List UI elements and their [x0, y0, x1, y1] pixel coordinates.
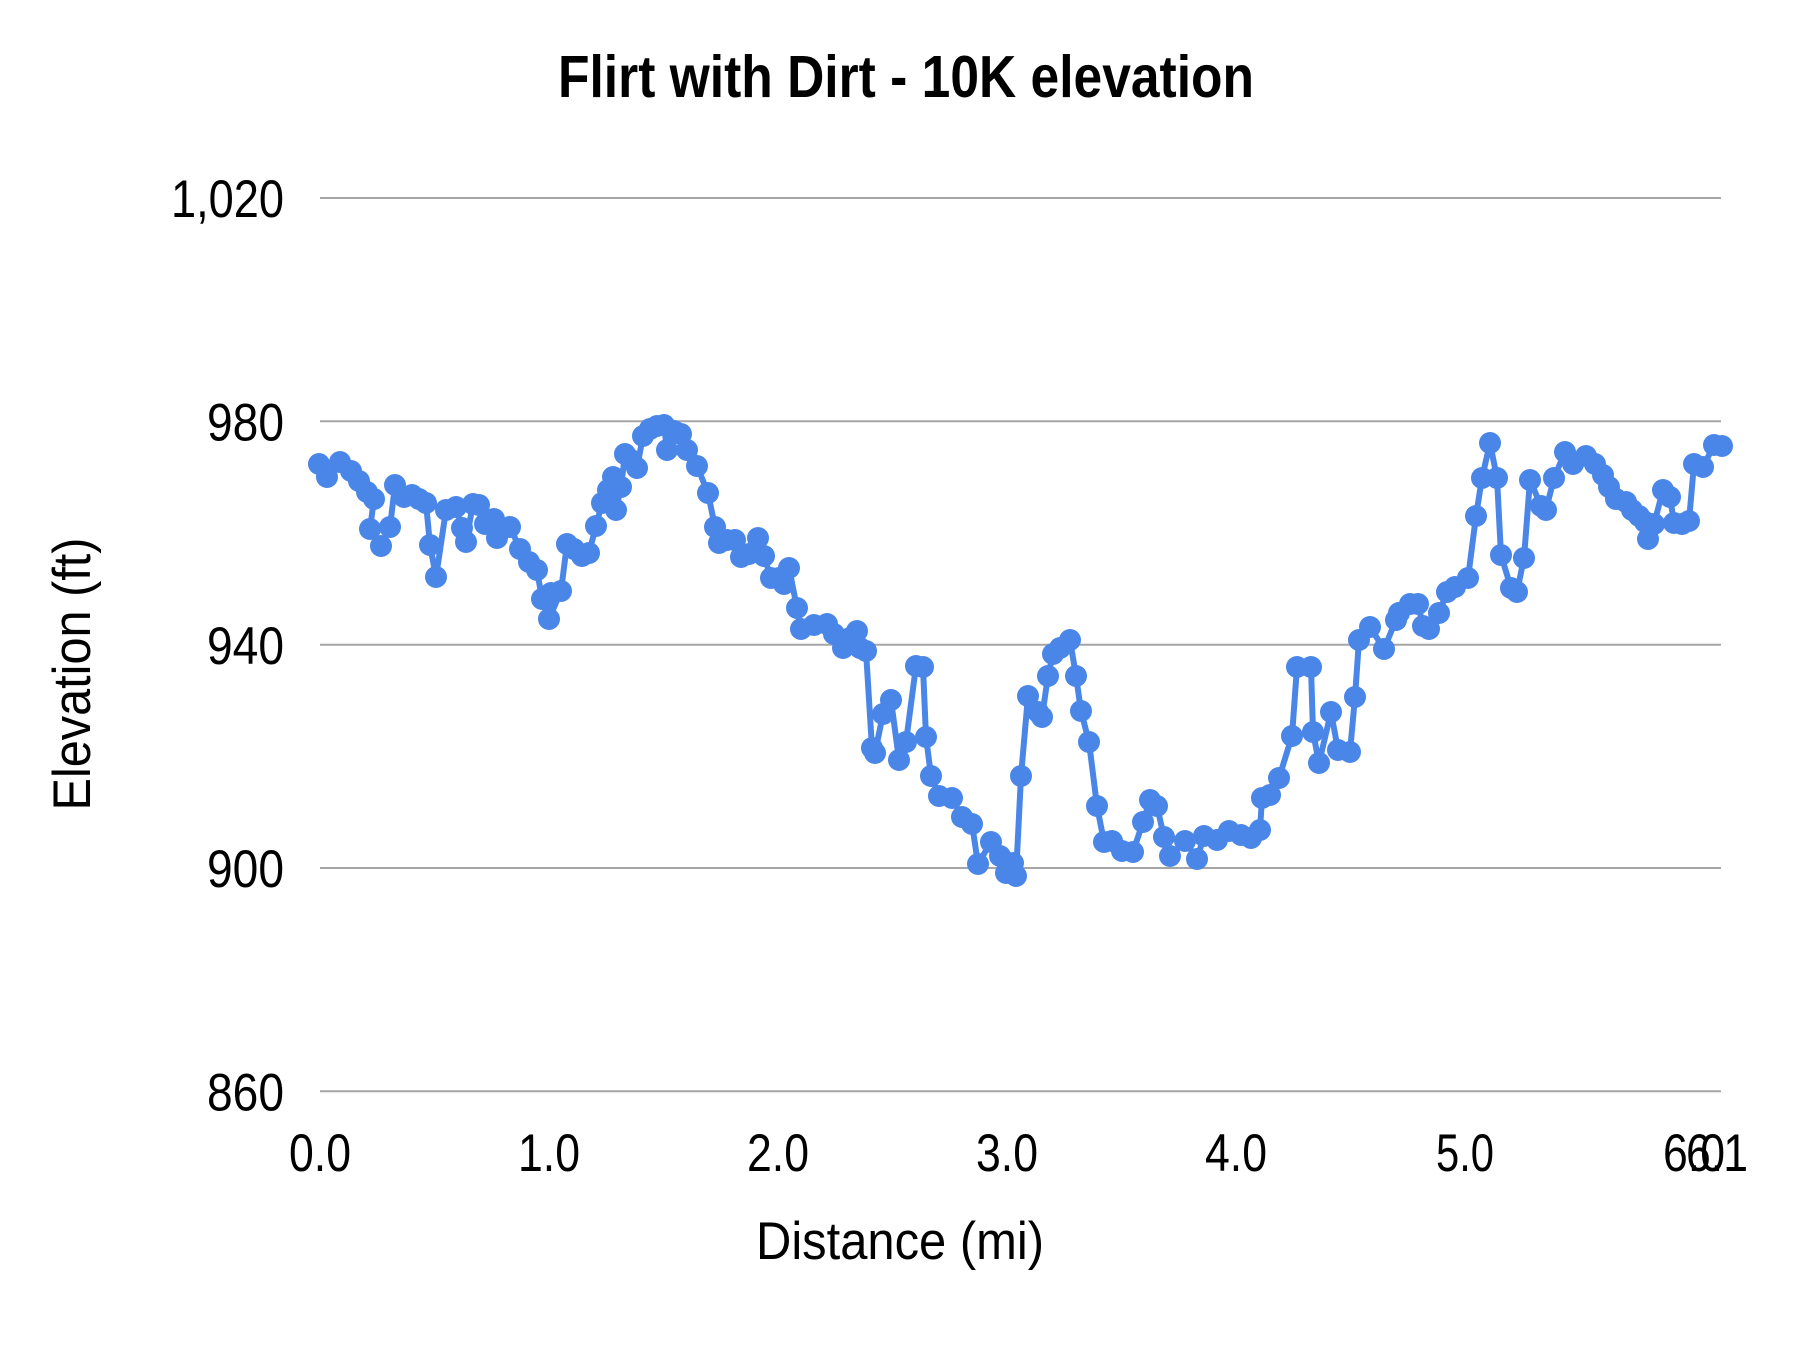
svg-text:2.0: 2.0 [747, 1124, 809, 1183]
svg-text:Flirt with Dirt - 10K elevatio: Flirt with Dirt - 10K elevation [558, 44, 1254, 110]
svg-text:980: 980 [207, 394, 284, 453]
svg-text:0.0: 0.0 [289, 1124, 351, 1183]
svg-text:1,020: 1,020 [171, 170, 284, 229]
svg-text:860: 860 [207, 1064, 284, 1123]
svg-text:5.0: 5.0 [1436, 1124, 1494, 1183]
svg-text:4.0: 4.0 [1205, 1124, 1267, 1183]
svg-text:6.0: 6.0 [1663, 1124, 1725, 1183]
svg-text:900: 900 [207, 840, 284, 899]
svg-text:6.1: 6.1 [1686, 1124, 1748, 1183]
svg-text:1.0: 1.0 [518, 1124, 580, 1183]
svg-text:940: 940 [207, 617, 284, 676]
svg-text:Distance (mi): Distance (mi) [756, 1212, 1044, 1271]
svg-text:3.0: 3.0 [976, 1124, 1038, 1183]
svg-text:Elevation (ft): Elevation (ft) [43, 538, 102, 811]
